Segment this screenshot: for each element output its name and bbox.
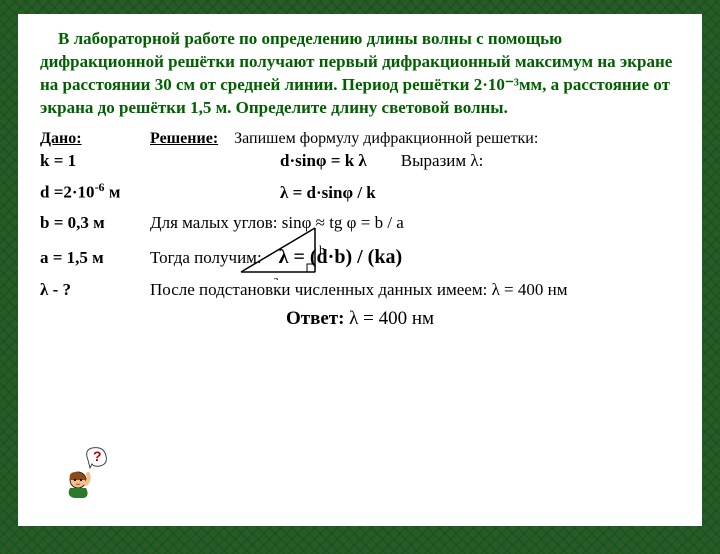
express: Выразим λ: xyxy=(367,148,484,174)
header-row: Дано: Решение: Запишем формулу дифракцио… xyxy=(40,130,680,148)
d-row: d =2·10-6 м λ = d·sinφ / k xyxy=(40,178,680,206)
given-header: Дано: xyxy=(40,130,150,148)
d-given: d =2·10-6 м xyxy=(40,178,150,206)
solution-intro: Запишем формулу дифракционной решетки: xyxy=(218,130,538,148)
answer: Ответ: λ = 400 нм xyxy=(40,308,680,330)
b-given: b = 0,3 м xyxy=(40,210,150,236)
k-given: k = 1 xyxy=(40,148,150,174)
problem-statement: В лабораторной работе по определению дли… xyxy=(40,28,680,120)
lambda-row: λ - ? После подстановки численных данных… xyxy=(40,277,680,303)
svg-text:?: ? xyxy=(93,448,102,464)
diagram-b-label: b xyxy=(319,242,326,257)
answer-value: λ = 400 нм xyxy=(344,308,434,329)
b-row: b = 0,3 м Для малых углов: sinφ ≈ tg φ =… xyxy=(40,210,680,236)
a-given: a = 1,5 м xyxy=(40,245,150,271)
answer-label: Ответ: xyxy=(286,308,344,329)
content-card: В лабораторной работе по определению дли… xyxy=(18,14,702,526)
substitution: После подстановки численных данных имеем… xyxy=(150,277,568,303)
diffraction-formula: d·sinφ = k λ xyxy=(280,148,367,174)
a-row: a = 1,5 м Тогда получим: λ = (d·b) / (ka… xyxy=(40,242,680,273)
lambda-formula: λ = d·sinφ / k xyxy=(280,180,376,206)
solution-header: Решение: xyxy=(150,130,218,148)
thinking-person-icon: ? xyxy=(60,436,112,498)
lambda-question: λ - ? xyxy=(40,277,150,303)
diagram-a-label: a xyxy=(273,272,279,280)
k-row: k = 1 d·sinφ = k λ Выразим λ: xyxy=(40,148,680,174)
triangle-diagram: a b xyxy=(233,220,333,280)
